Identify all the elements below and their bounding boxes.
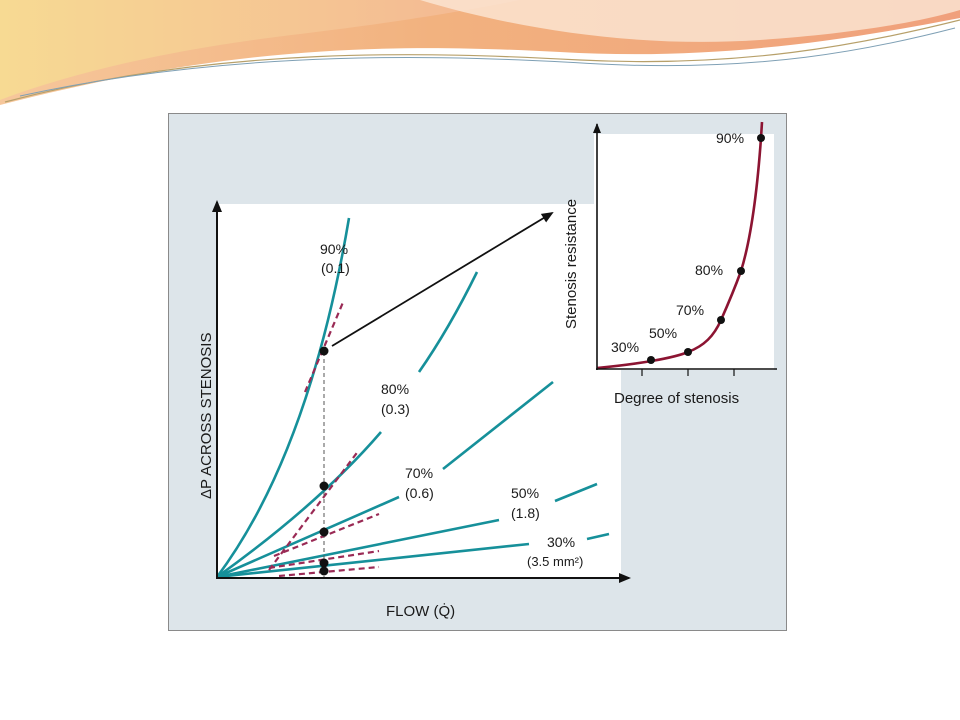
curve-label-70-percent: 70% <box>405 465 433 481</box>
inset-point-80 <box>737 267 745 275</box>
inset-label-50: 50% <box>649 325 677 341</box>
main-plot-area <box>217 204 621 579</box>
curve-90 <box>215 217 351 578</box>
tangent-90 <box>303 299 346 393</box>
inset-plot-area <box>594 134 774 370</box>
inset-points <box>647 134 765 364</box>
curve-label-50-area: (1.8) <box>511 505 540 521</box>
slide-banner <box>0 0 960 105</box>
point-30 <box>319 566 329 576</box>
inset-label-70: 70% <box>676 302 704 318</box>
curve-label-80-percent: 80% <box>381 381 409 397</box>
point-50 <box>319 558 329 568</box>
banner-swoosh-front <box>0 0 520 100</box>
curve-30-lower <box>216 542 530 579</box>
point-90 <box>319 346 329 356</box>
inset-y-axis-label: Stenosis resistance <box>563 199 580 329</box>
curve-50-lower <box>216 518 500 579</box>
tangent-70 <box>273 512 380 558</box>
inset-point-90 <box>757 134 765 142</box>
point-80 <box>319 481 329 491</box>
tangent-30 <box>278 565 380 578</box>
tangent-80 <box>268 449 360 571</box>
inset-point-70 <box>717 316 725 324</box>
curve-label-90-area: (0.1) <box>321 260 350 276</box>
inset-label-90: 90% <box>716 130 744 146</box>
curve-50-upper <box>554 482 598 503</box>
banner-highlight <box>420 0 960 42</box>
inset-point-50 <box>684 348 692 356</box>
inset-x-axis-label: Degree of stenosis <box>614 390 739 407</box>
curve-label-50-percent: 50% <box>511 485 539 501</box>
curve-label-70-area: (0.6) <box>405 485 434 501</box>
curve-label-30-percent: 30% <box>547 534 575 550</box>
banner-line-1 <box>4 19 960 103</box>
curve-70-upper <box>442 380 554 471</box>
connector-arrow <box>331 211 554 347</box>
main-x-axis-label: FLOW (Q̇) <box>386 603 455 620</box>
banner-line-2 <box>19 27 956 97</box>
curve-label-90-percent: 90% <box>320 241 348 257</box>
point-70 <box>319 527 329 537</box>
main-y-axis-label: ΔP ACROSS STENOSIS <box>198 333 215 499</box>
inset-point-30 <box>647 356 655 364</box>
curve-80-upper <box>417 271 479 373</box>
main-points <box>319 346 329 576</box>
curve-label-80-area: (0.3) <box>381 401 410 417</box>
inset-label-30: 30% <box>611 339 639 355</box>
curve-label-30-area: (3.5 mm²) <box>527 554 583 569</box>
stenosis-figure: 90% (0.1) 80% (0.3) 70% (0.6) 50% (1.8) … <box>168 113 787 631</box>
inset-x-ticks <box>641 369 735 376</box>
main-curves <box>215 217 610 579</box>
curve-70-lower <box>216 495 400 579</box>
inset-label-80: 80% <box>695 262 723 278</box>
curve-30-upper <box>586 532 610 541</box>
curve-80-lower <box>216 431 382 579</box>
